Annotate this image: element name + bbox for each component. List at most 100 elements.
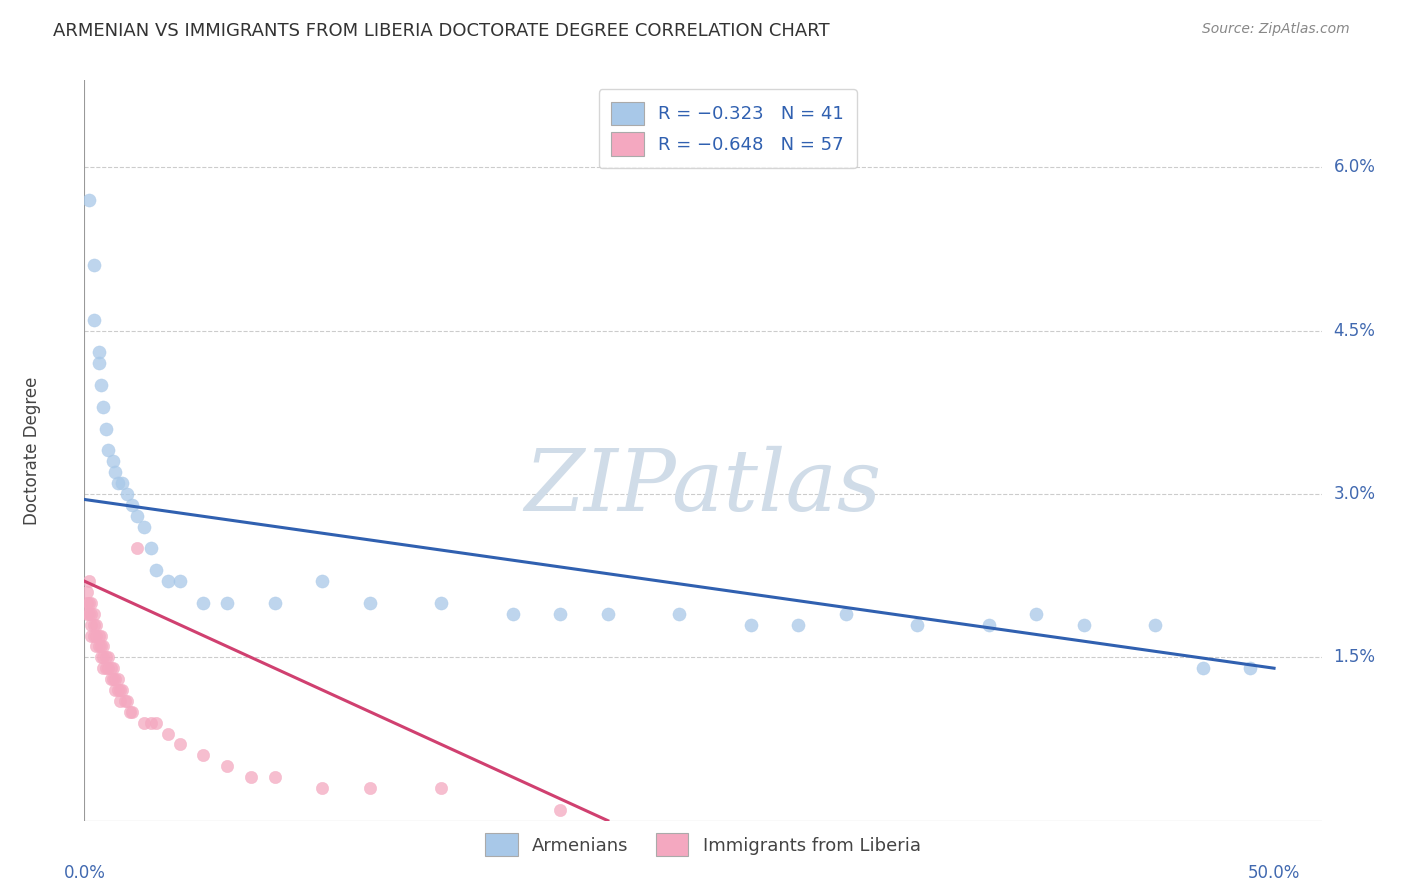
Point (125, 541, 148, 556)
Text: 0.0%: 0.0% (63, 864, 105, 882)
Point (359, 596, 381, 610)
Text: 4.5%: 4.5% (1333, 322, 1375, 340)
Point (90, 628, 112, 642)
Point (1073, 617, 1095, 632)
Point (84, 640, 107, 654)
Point (87, 640, 110, 654)
Text: 50.0%: 50.0% (1249, 864, 1301, 882)
Point (93, 650, 115, 665)
Point (132, 519, 155, 533)
Point (80, 607, 103, 621)
Point (156, 726, 179, 740)
Point (87, 345, 110, 359)
Legend: Armenians, Immigrants from Liberia: Armenians, Immigrants from Liberia (478, 826, 928, 863)
Point (115, 694, 138, 708)
Point (217, 759, 239, 773)
Point (83, 313, 105, 327)
Point (77, 607, 100, 621)
Point (311, 574, 333, 588)
Point (548, 803, 571, 817)
Point (94, 661, 117, 675)
Point (107, 672, 129, 686)
Point (114, 694, 136, 708)
Point (87, 628, 110, 642)
Point (97, 661, 120, 675)
Point (169, 574, 191, 588)
Point (111, 683, 134, 698)
Point (100, 672, 122, 686)
Point (548, 607, 571, 621)
Point (125, 508, 148, 523)
Point (239, 770, 262, 784)
Text: 1.5%: 1.5% (1333, 648, 1375, 666)
Point (108, 683, 131, 698)
Point (359, 780, 381, 795)
Point (77, 596, 100, 610)
Point (787, 617, 810, 632)
Point (139, 541, 162, 556)
Text: 6.0%: 6.0% (1333, 159, 1375, 177)
Point (1239, 661, 1261, 675)
Point (668, 607, 690, 621)
Point (977, 617, 1000, 632)
Point (193, 596, 215, 610)
Point (93, 640, 115, 654)
Point (94, 650, 117, 665)
Point (90, 378, 112, 392)
Point (108, 694, 131, 708)
Point (156, 574, 179, 588)
Point (1144, 617, 1167, 632)
Point (596, 607, 619, 621)
Point (83, 617, 105, 632)
Point (93, 400, 115, 414)
Point (311, 780, 333, 795)
Point (107, 683, 129, 698)
Text: Source: ZipAtlas.com: Source: ZipAtlas.com (1202, 22, 1350, 37)
Point (835, 607, 858, 621)
Point (97, 650, 120, 665)
Point (76, 585, 98, 599)
Point (169, 738, 191, 752)
Point (217, 596, 239, 610)
Point (118, 705, 141, 719)
Point (502, 607, 524, 621)
Point (80, 596, 103, 610)
Point (121, 498, 143, 512)
Point (93, 661, 115, 675)
Point (115, 487, 138, 501)
Point (80, 628, 103, 642)
Point (83, 628, 105, 642)
Point (83, 259, 105, 273)
Point (80, 617, 103, 632)
Point (94, 422, 117, 436)
Point (193, 748, 215, 763)
Point (76, 596, 98, 610)
Point (100, 661, 122, 675)
Point (101, 661, 124, 675)
Point (1025, 607, 1047, 621)
Point (84, 617, 107, 632)
Point (84, 628, 107, 642)
Point (263, 770, 285, 784)
Point (121, 705, 143, 719)
Point (83, 607, 105, 621)
Point (97, 443, 120, 458)
Point (132, 715, 155, 730)
Point (104, 672, 127, 686)
Point (139, 715, 162, 730)
Text: Doctorate Degree: Doctorate Degree (22, 376, 41, 524)
Point (107, 476, 129, 491)
Point (90, 650, 112, 665)
Point (740, 617, 762, 632)
Point (104, 683, 127, 698)
Point (90, 640, 112, 654)
Point (430, 780, 453, 795)
Point (87, 356, 110, 370)
Point (905, 617, 928, 632)
Point (263, 596, 285, 610)
Text: ARMENIAN VS IMMIGRANTS FROM LIBERIA DOCTORATE DEGREE CORRELATION CHART: ARMENIAN VS IMMIGRANTS FROM LIBERIA DOCT… (53, 22, 830, 40)
Text: ZIPatlas: ZIPatlas (524, 446, 882, 529)
Point (1191, 661, 1213, 675)
Point (101, 454, 124, 468)
Point (145, 563, 167, 577)
